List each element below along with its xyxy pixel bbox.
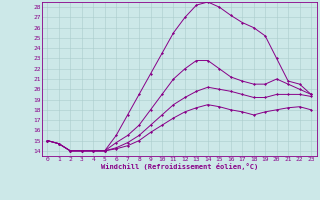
X-axis label: Windchill (Refroidissement éolien,°C): Windchill (Refroidissement éolien,°C): [100, 163, 258, 170]
